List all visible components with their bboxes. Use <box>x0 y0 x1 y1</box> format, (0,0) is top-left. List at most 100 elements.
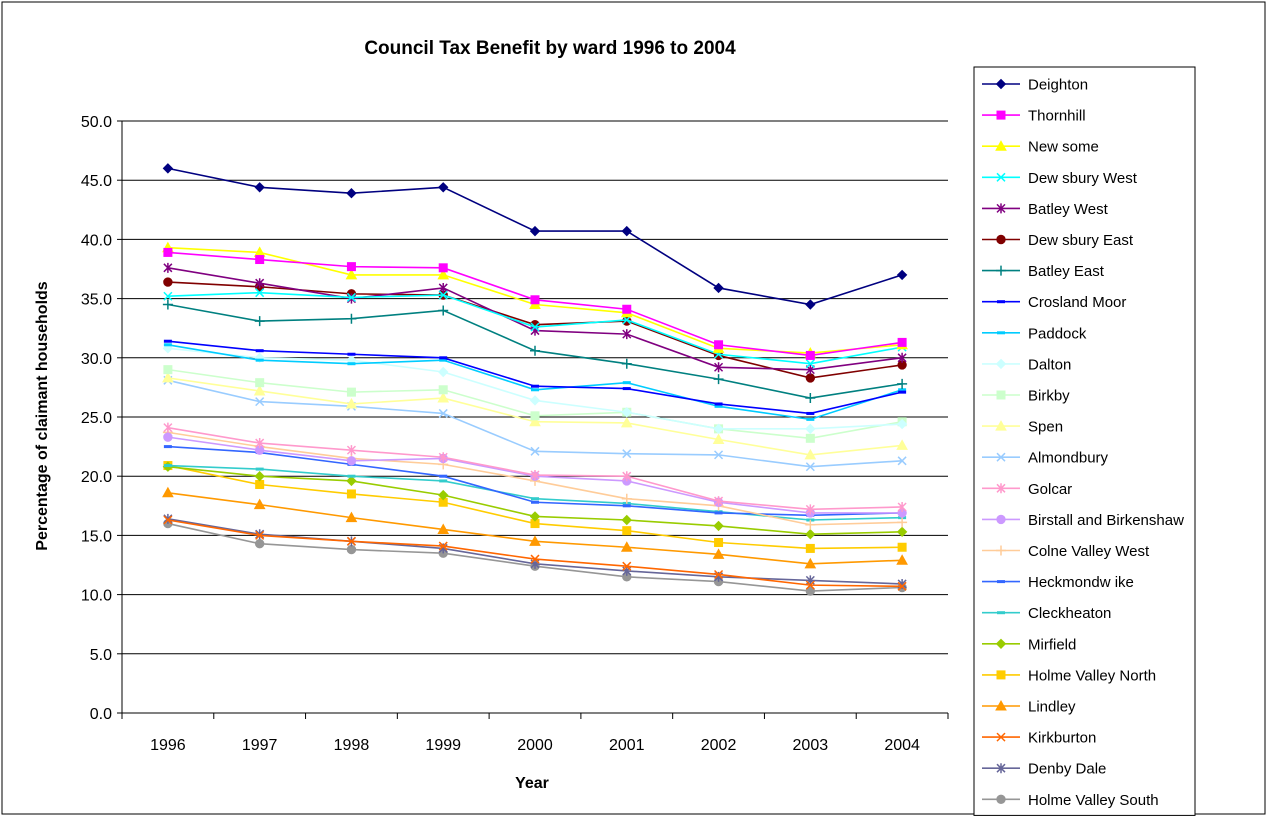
data-point <box>438 366 449 378</box>
data-point <box>622 381 631 385</box>
legend-item: Batley East <box>982 263 1105 280</box>
data-point <box>439 479 448 483</box>
data-point <box>898 390 907 394</box>
data-point <box>346 445 356 456</box>
data-point <box>254 470 265 482</box>
legend-marker <box>995 699 1007 711</box>
data-point <box>896 269 908 281</box>
legend-item: Crosland Moor <box>982 294 1126 311</box>
data-point <box>714 538 724 548</box>
legend-marker <box>996 670 1006 680</box>
series-lines <box>162 163 908 596</box>
data-point <box>622 329 632 340</box>
data-point <box>712 548 725 559</box>
legend-marker <box>996 234 1006 245</box>
legend-marker <box>996 172 1006 182</box>
y-tick-label: 20.0 <box>81 469 112 486</box>
legend-label: Holme Valley South <box>1028 792 1159 809</box>
y-tick-label: 35.0 <box>81 292 112 309</box>
data-point <box>255 479 265 489</box>
y-tick-label: 30.0 <box>81 351 112 368</box>
data-point <box>439 356 448 360</box>
legend: Deighton Thornhill New some Dew sbury West B… <box>973 66 1196 816</box>
data-point <box>439 474 448 478</box>
data-point <box>622 449 632 459</box>
data-point <box>714 402 723 406</box>
data-point <box>163 339 172 343</box>
x-tick-label: 2003 <box>793 737 829 754</box>
data-point <box>346 456 357 466</box>
legend-item: Birstall and Birkenshaw <box>982 512 1184 529</box>
data-point <box>621 493 632 504</box>
data-point <box>530 322 540 332</box>
data-point <box>530 446 540 456</box>
data-point <box>438 182 449 193</box>
legend-marker <box>996 203 1006 214</box>
data-point <box>712 433 725 444</box>
data-point <box>255 358 264 362</box>
legend-item: Thornhill <box>982 108 1086 125</box>
legend-marker <box>996 794 1006 804</box>
series-group <box>162 371 908 460</box>
data-point <box>531 388 539 392</box>
data-point <box>438 541 448 551</box>
data-point <box>897 517 908 528</box>
legend-marker <box>995 358 1007 370</box>
data-point <box>163 247 173 257</box>
data-point <box>253 498 266 510</box>
data-point <box>346 387 356 397</box>
data-point <box>897 352 907 363</box>
data-point <box>255 530 265 540</box>
legend-item: Holme Valley South <box>982 792 1159 809</box>
y-tick-label: 15.0 <box>81 528 112 545</box>
legend-item: Spen <box>982 419 1063 436</box>
series-group <box>163 288 907 369</box>
data-point <box>346 292 356 302</box>
data-point <box>346 536 356 546</box>
data-point <box>529 511 541 522</box>
data-point <box>346 313 357 324</box>
data-point <box>255 349 264 353</box>
legend-label: Batley West <box>1028 201 1109 218</box>
axes: 0.0 5.0 10.0 15.0 20.0 25.0 30.0 35.0 40.0 45.0 50… <box>81 114 949 754</box>
data-point <box>346 188 357 199</box>
data-point <box>805 373 816 383</box>
data-point <box>438 385 448 395</box>
series-group <box>163 461 907 553</box>
legend-item: Dew sbury East <box>982 232 1134 249</box>
data-point <box>621 514 632 526</box>
data-point <box>345 268 358 280</box>
x-tick-label: 1998 <box>334 737 370 754</box>
data-point <box>620 416 633 428</box>
data-point <box>896 439 908 450</box>
data-point <box>255 378 265 388</box>
data-point <box>163 277 173 287</box>
x-tick-label: 1997 <box>242 737 278 754</box>
series-group <box>163 262 907 375</box>
legend-item: Dalton <box>982 356 1071 373</box>
data-point <box>163 513 173 524</box>
y-tick-label: 10.0 <box>81 588 112 605</box>
data-point <box>255 529 265 540</box>
legend-marker <box>997 331 1005 335</box>
legend-item: Kirkburton <box>982 730 1096 747</box>
data-point <box>805 586 816 596</box>
x-tick-label: 1999 <box>425 737 461 754</box>
y-tick-label: 45.0 <box>81 173 112 190</box>
data-point <box>438 305 449 316</box>
legend-label: Cleckheaton <box>1028 605 1111 622</box>
data-point <box>162 486 174 498</box>
x-tick-label: 2001 <box>609 737 645 754</box>
data-point <box>805 350 815 360</box>
data-point <box>621 358 632 369</box>
series-group <box>163 247 907 360</box>
legend-item: Deighton <box>982 77 1088 94</box>
data-point <box>622 387 631 391</box>
data-point <box>347 352 356 356</box>
data-point <box>714 450 724 460</box>
legend-marker <box>996 732 1006 742</box>
data-point <box>622 526 632 536</box>
legend-label: Birkby <box>1028 388 1070 405</box>
legend-item: Colne Valley West <box>982 543 1150 560</box>
y-tick-label: 0.0 <box>90 706 112 723</box>
